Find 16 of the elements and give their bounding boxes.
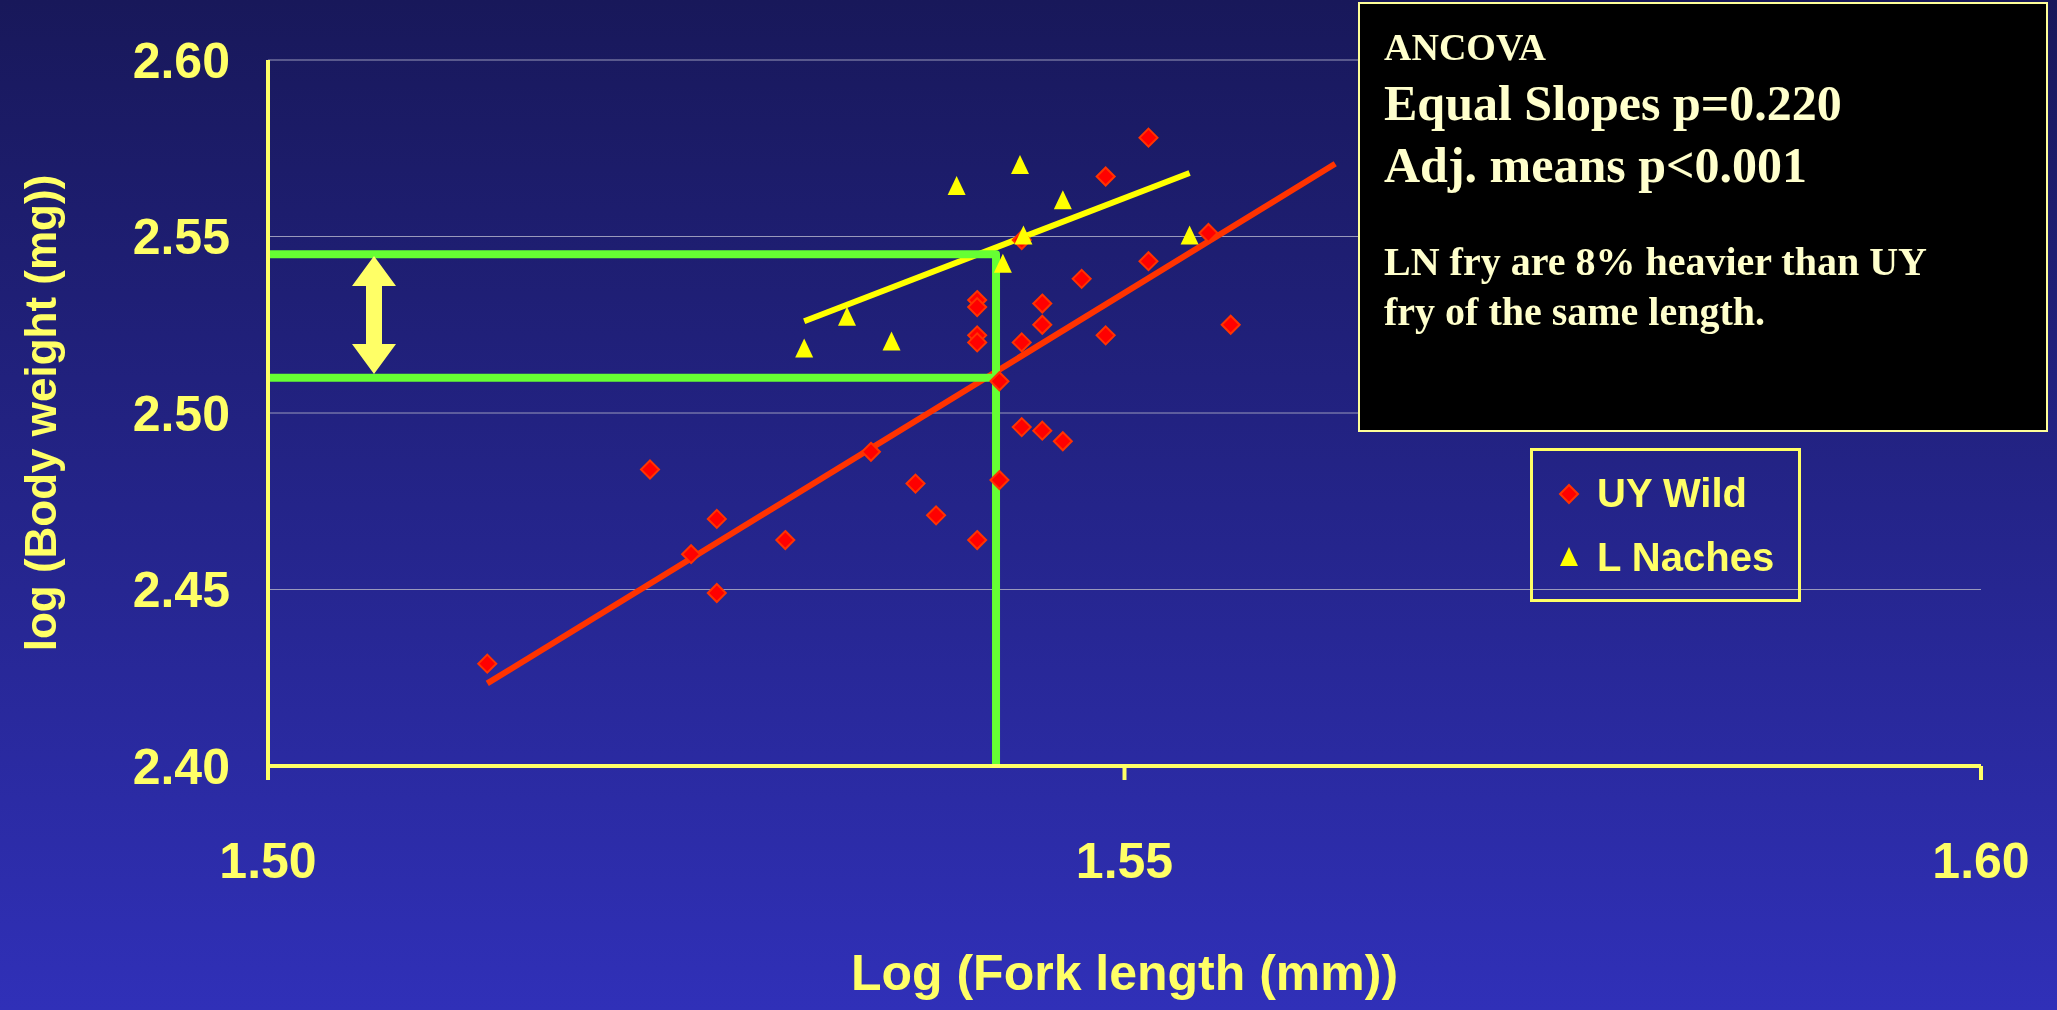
y-tick-label: 2.60 [132, 32, 230, 89]
y-tick-label: 2.45 [132, 562, 230, 619]
x-tick-label: 1.60 [1932, 832, 2030, 889]
y-tick-label: 2.55 [132, 209, 230, 266]
x-tick-label: 1.50 [219, 832, 317, 889]
annotation: Adj. means p<0.001 [1384, 136, 1808, 195]
x-axis-title: Log (Fork length (mm)) [850, 945, 1399, 1001]
x-tick-label: 1.55 [1075, 832, 1174, 889]
annotation: LN fry are 8% heavier than UY fry of the same length. [1384, 237, 1927, 336]
y-tick-label: 2.50 [132, 385, 230, 442]
y-tick-label: 2.40 [132, 738, 230, 795]
y-axis-title: log (Body weight (mg)) [15, 174, 65, 652]
annotation: Equal Slopes p=0.220 [1384, 73, 1843, 133]
legend-label: L Naches [1597, 534, 1775, 580]
legend-label: UY Wild [1597, 470, 1748, 516]
annotation: ANCOVA [1384, 25, 1547, 70]
